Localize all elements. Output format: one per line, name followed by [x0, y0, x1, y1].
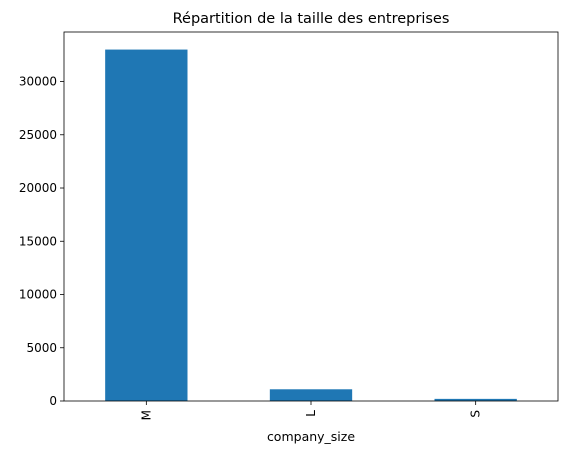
bar-m: [105, 49, 188, 401]
y-tick-label-5000: 5000: [26, 341, 57, 355]
chart-title: Répartition de la taille des entreprises: [173, 11, 450, 27]
plot-frame: [63, 31, 559, 402]
x-tick-label-s: S: [469, 410, 483, 418]
y-tick-label-25000: 25000: [19, 128, 57, 142]
y-tick-label-30000: 30000: [19, 75, 57, 89]
bar-l: [269, 389, 353, 401]
bar-s: [434, 398, 517, 401]
y-tick-label-0: 0: [49, 394, 57, 408]
y-axis: 0 5000 10000 15000 20000 25000 30000: [19, 75, 64, 408]
bars-group: [105, 49, 517, 401]
x-tick-label-m: M: [139, 410, 153, 420]
y-tick-label-15000: 15000: [19, 234, 57, 248]
y-tick-label-10000: 10000: [19, 288, 57, 302]
x-axis-label: company_size: [267, 429, 355, 444]
x-tick-label-l: L: [304, 410, 318, 417]
y-tick-label-20000: 20000: [19, 181, 57, 195]
